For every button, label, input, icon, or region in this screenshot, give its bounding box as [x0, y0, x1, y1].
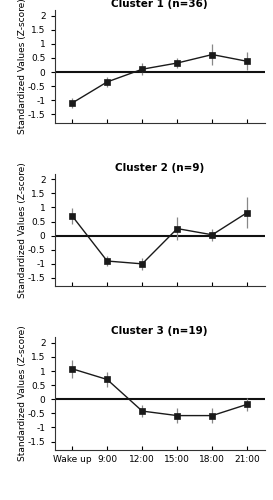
Y-axis label: Standardized Values (Z-score): Standardized Values (Z-score): [17, 0, 26, 134]
Title: Cluster 2 (n=9): Cluster 2 (n=9): [115, 163, 204, 173]
Y-axis label: Standardized Values (Z-score): Standardized Values (Z-score): [17, 326, 26, 462]
Title: Cluster 3 (n=19): Cluster 3 (n=19): [111, 326, 208, 336]
Title: Cluster 1 (n=36): Cluster 1 (n=36): [111, 0, 208, 9]
Y-axis label: Standardized Values (Z-score): Standardized Values (Z-score): [17, 162, 26, 298]
